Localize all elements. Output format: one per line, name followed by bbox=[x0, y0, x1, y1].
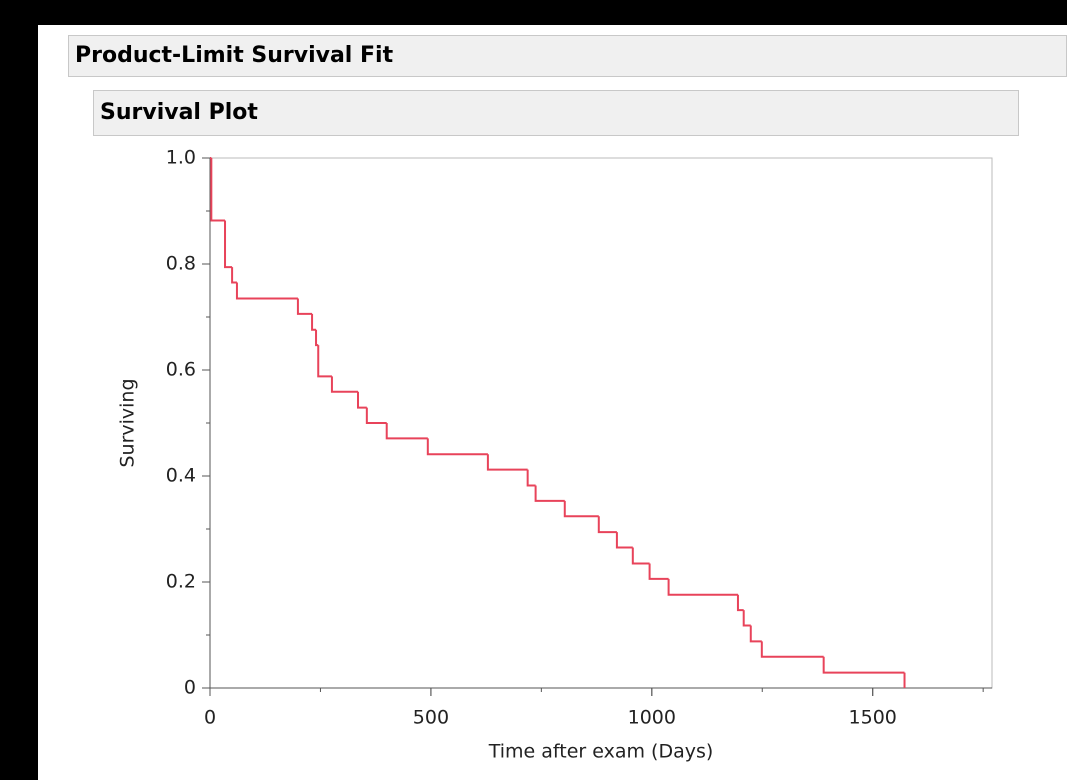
plot-frame bbox=[209, 157, 993, 689]
y-tick-label: 1.0 bbox=[166, 147, 196, 169]
survival-step bbox=[486, 454, 528, 471]
survival-step bbox=[365, 407, 387, 424]
survival-step bbox=[210, 158, 226, 222]
plot-header[interactable]: Survival Plot bbox=[93, 90, 1019, 136]
y-tick-label: 0.2 bbox=[166, 571, 196, 593]
panel-header[interactable]: Product-Limit Survival Fit bbox=[68, 35, 1067, 77]
survival-step bbox=[648, 563, 669, 580]
survival-step bbox=[224, 220, 233, 269]
survival-step bbox=[317, 345, 332, 378]
y-tick-label: 0.4 bbox=[166, 465, 196, 487]
survival-step bbox=[235, 282, 298, 300]
survival-step bbox=[597, 516, 617, 534]
survival-step bbox=[534, 485, 565, 502]
survival-step bbox=[760, 641, 824, 658]
y-axis-label: Surviving bbox=[117, 378, 139, 467]
survival-step bbox=[822, 656, 905, 674]
survival-step bbox=[357, 391, 367, 409]
survival-step bbox=[526, 469, 536, 487]
survival-step bbox=[749, 625, 762, 643]
survival-step bbox=[736, 594, 744, 612]
survival-step bbox=[311, 313, 317, 331]
survival-step bbox=[231, 267, 237, 284]
y-tick-label: 0.6 bbox=[166, 359, 196, 381]
x-tick-label: 1000 bbox=[628, 707, 676, 729]
x-axis-label: Time after exam (Days) bbox=[488, 741, 714, 763]
y-tick-label: 0 bbox=[184, 677, 196, 699]
survival-step bbox=[742, 610, 751, 627]
survival-step bbox=[631, 547, 650, 565]
survival-step bbox=[426, 438, 488, 456]
survival-step bbox=[615, 532, 633, 549]
survival-step bbox=[667, 578, 738, 596]
survival-step bbox=[563, 500, 599, 518]
survival-step bbox=[385, 423, 428, 440]
survival-step bbox=[330, 376, 359, 393]
y-tick-label: 0.8 bbox=[166, 253, 196, 275]
x-tick-label: 1500 bbox=[849, 707, 897, 729]
x-tick-label: 500 bbox=[413, 707, 449, 729]
x-tick-label: 0 bbox=[204, 707, 216, 729]
survival-step bbox=[296, 298, 313, 315]
